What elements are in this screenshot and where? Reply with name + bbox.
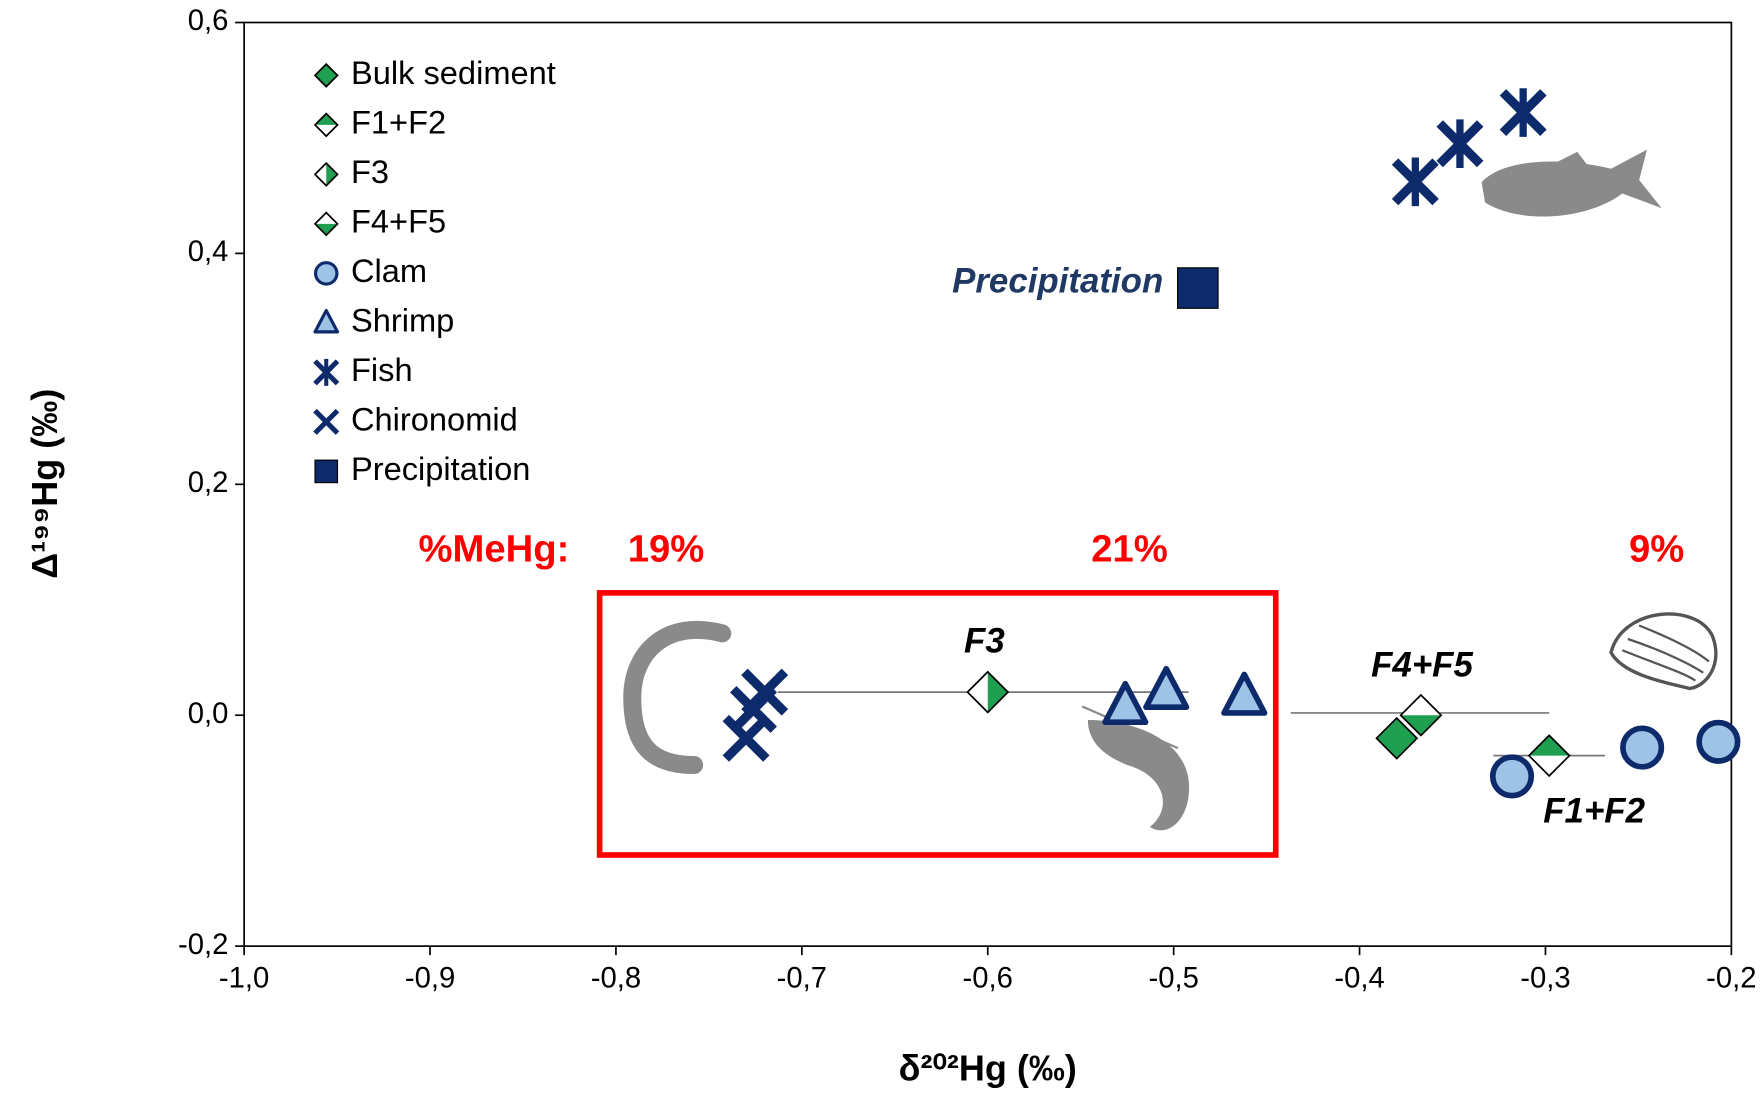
x-tick-label: -0,2 <box>1706 963 1756 995</box>
annotation: Precipitation <box>952 262 1163 301</box>
data-point <box>1696 719 1741 764</box>
y-tick-label: 0,6 <box>188 5 229 37</box>
marker-shape <box>1696 719 1741 764</box>
x-tick-label: -0,7 <box>777 963 827 995</box>
x-tick-label: -0,3 <box>1520 963 1570 995</box>
marker-fill <box>987 671 1008 713</box>
y-tick-label: -0,2 <box>178 929 228 961</box>
clam-icon <box>1609 612 1718 691</box>
marker-edge <box>313 62 339 88</box>
data-point <box>1499 88 1547 137</box>
legend-marker <box>313 112 339 138</box>
marker-shape <box>1143 665 1190 711</box>
legend-label: F1+F2 <box>351 103 446 140</box>
legend-marker <box>313 261 339 286</box>
data-point <box>1177 267 1219 309</box>
marker-shape <box>1489 754 1535 799</box>
marker-fill <box>1528 735 1570 756</box>
legend-marker <box>313 211 339 237</box>
marker-fill <box>1400 715 1442 736</box>
annotation: F1+F2 <box>1543 792 1645 831</box>
marker-shape <box>730 685 777 733</box>
y-tick-label: 0,4 <box>188 236 229 268</box>
marker-fill <box>315 223 338 236</box>
legend-label: F4+F5 <box>351 202 446 239</box>
marker-shape <box>314 459 339 484</box>
marker-shape <box>1102 680 1149 726</box>
x-tick-label: -0,4 <box>1334 963 1384 995</box>
data-point <box>1527 734 1571 778</box>
shrimp-icon <box>1081 705 1190 831</box>
legend-marker <box>313 408 340 435</box>
y-tick-label: 0,0 <box>188 698 229 730</box>
chironomid-icon <box>623 620 732 774</box>
marker-shape <box>313 408 340 435</box>
marker-shape <box>1221 671 1268 716</box>
marker-edge <box>1399 693 1443 737</box>
mehg-value: 9% <box>1629 527 1684 570</box>
mehg-value: 19% <box>628 527 705 570</box>
legend-label: Fish <box>351 351 413 388</box>
legend-label: F3 <box>351 153 389 190</box>
x-tick-label: -0,6 <box>963 963 1013 995</box>
legend-label: Clam <box>351 252 427 289</box>
marker-edge <box>313 112 339 138</box>
legend-marker <box>314 459 339 484</box>
marker-fill <box>315 113 338 125</box>
mehg-label: %MeHg: <box>419 527 570 570</box>
mehg-value: 21% <box>1091 527 1168 570</box>
x-tick-label: -1,0 <box>219 963 269 995</box>
data-point <box>730 685 777 733</box>
marker-edge <box>313 161 339 187</box>
legend-marker <box>313 308 340 334</box>
data-point <box>1489 754 1535 799</box>
marker-shape <box>1177 267 1219 309</box>
marker-fill <box>315 64 338 87</box>
x-tick-label: -0,5 <box>1148 963 1198 995</box>
legend-marker <box>313 161 339 187</box>
data-point <box>1399 693 1443 737</box>
legend-label: Bulk sediment <box>351 54 556 91</box>
data-point <box>1620 725 1665 770</box>
data-point <box>1143 665 1190 711</box>
y-tick-label: 0,2 <box>188 467 229 499</box>
marker-edge <box>1375 716 1419 760</box>
marker-fill <box>326 163 338 186</box>
data-point <box>1391 157 1439 207</box>
marker-edge <box>966 670 1010 714</box>
marker-shape <box>722 714 770 762</box>
legend-marker <box>313 62 339 88</box>
x-tick-label: -0,9 <box>405 963 455 995</box>
data-point <box>722 714 770 762</box>
annotation: F4+F5 <box>1371 645 1473 684</box>
data-point <box>1375 716 1419 760</box>
marker-edge <box>313 211 339 237</box>
legend-marker <box>313 358 340 386</box>
legend-label: Shrimp <box>351 301 454 338</box>
marker-edge <box>1527 734 1571 778</box>
marker-shape <box>313 308 340 334</box>
data-point <box>966 670 1010 714</box>
data-point <box>1102 680 1149 726</box>
fish-icon <box>1481 149 1662 217</box>
marker-shape <box>313 261 339 286</box>
y-axis-title: Δ¹⁹⁹Hg (‰) <box>24 389 65 579</box>
x-tick-label: -0,8 <box>591 963 641 995</box>
x-axis-title: δ²⁰²Hg (‰) <box>899 1048 1077 1089</box>
highlight-box <box>596 590 1279 858</box>
marker-shape <box>1620 725 1665 770</box>
annotation: F3 <box>964 622 1005 661</box>
data-point <box>1436 119 1484 169</box>
data-point <box>1221 671 1268 716</box>
legend-label: Precipitation <box>351 450 530 487</box>
legend-label: Chironomid <box>351 400 518 437</box>
